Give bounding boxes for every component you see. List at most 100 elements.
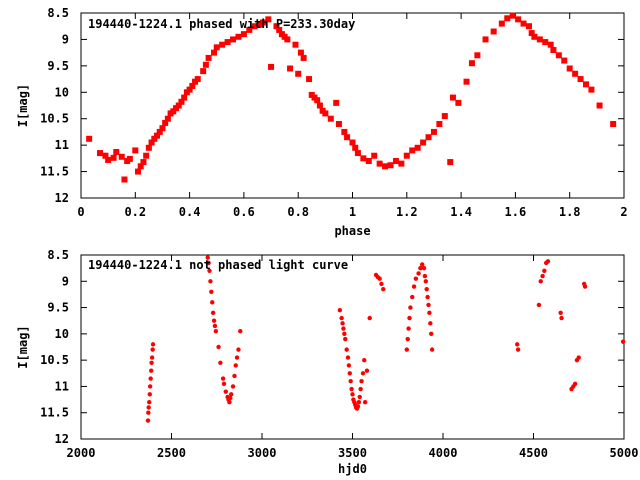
phased-data-point — [561, 57, 568, 64]
unphased-data-point — [212, 323, 218, 329]
phased-data-point — [135, 168, 142, 175]
unphased-data-point — [209, 289, 214, 294]
unphased-data-point — [149, 355, 155, 360]
unphased-data-point — [536, 302, 542, 308]
unphased-data-point — [362, 357, 367, 363]
phased-data-point — [148, 139, 155, 146]
phased-data-point — [474, 52, 481, 59]
unphased-data-point — [620, 339, 626, 344]
phased-data-point — [132, 147, 139, 154]
phased-data-point — [162, 119, 169, 126]
phased-data-point — [354, 150, 361, 157]
unphased-xtick-label: 5000 — [610, 446, 639, 460]
phased-data-point — [387, 162, 394, 169]
unphased-data-point — [545, 259, 551, 264]
phased-data-point — [425, 134, 432, 141]
phased-data-point — [365, 158, 372, 164]
unphased-data-point — [347, 371, 352, 376]
phased-data-point — [414, 144, 421, 151]
phased-data-point — [596, 102, 603, 109]
unphased-data-point — [515, 342, 520, 347]
unphased-data-point — [233, 363, 238, 368]
phased-data-point — [287, 65, 294, 72]
unphased-data-point — [348, 378, 353, 384]
unphased-xtick-label: 2000 — [67, 446, 96, 460]
unphased-data-point — [145, 418, 151, 423]
unphased-data-point — [148, 376, 153, 381]
phased-data-point — [441, 113, 448, 120]
phased-data-point — [392, 158, 399, 164]
unphased-data-point — [413, 276, 419, 281]
phased-ytick-label: 10 — [55, 85, 69, 99]
unphased-chart-title: 194440-1224.1 not phased light curve — [88, 258, 348, 272]
unphased-data-point — [236, 347, 241, 352]
phased-xtick-label: 1.4 — [450, 205, 472, 219]
unphased-ytick-label: 11 — [55, 379, 69, 393]
phased-data-point — [189, 82, 196, 89]
unphased-data-point — [206, 260, 211, 266]
unphased-data-point — [404, 347, 409, 352]
unphased-data-point — [572, 381, 578, 386]
phased-data-point — [175, 102, 182, 109]
phased-data-point — [159, 125, 166, 132]
unphased-data-point — [343, 336, 348, 342]
phased-data-point — [224, 39, 231, 46]
phased-data-point — [170, 108, 177, 115]
phased-data-point — [409, 147, 416, 154]
phased-data-point — [376, 160, 383, 167]
unphased-data-point — [349, 386, 354, 392]
phased-data-point — [360, 155, 367, 162]
phased-data-point — [371, 152, 378, 159]
unphased-data-point — [558, 310, 563, 316]
unphased-data-point — [576, 355, 581, 360]
unphased-data-point — [425, 294, 430, 300]
unphased-data-point — [344, 347, 349, 352]
phased-data-point — [463, 78, 470, 85]
unphased-data-point — [218, 360, 223, 365]
phased-data-point — [314, 97, 321, 104]
phased-data-point — [178, 98, 185, 105]
unphased-data-point — [429, 347, 435, 352]
unphased-data-point — [418, 265, 423, 271]
phased-ytick-label: 9.5 — [47, 59, 69, 73]
phased-data-point — [113, 149, 120, 156]
phased-data-point — [520, 20, 527, 27]
phased-data-point — [105, 156, 112, 163]
unphased-data-point — [538, 279, 543, 284]
phased-data-point — [246, 26, 253, 33]
unphased-data-point — [146, 410, 151, 415]
phased-data-point — [490, 28, 497, 35]
phased-y-axis-label: I[mag] — [16, 84, 30, 127]
unphased-data-point — [377, 276, 382, 281]
phased-data-point — [327, 115, 334, 122]
phased-data-point — [156, 128, 163, 135]
unphased-data-point — [367, 315, 372, 321]
unphased-ytick-label: 8.5 — [47, 248, 69, 262]
phased-data-point — [420, 139, 427, 146]
unphased-x-axis-label: hjd0 — [338, 462, 367, 476]
unphased-data-point — [362, 400, 368, 405]
unphased-data-point — [223, 389, 228, 394]
unphased-data-point — [234, 355, 240, 360]
unphased-data-point — [408, 305, 413, 310]
phased-data-point — [268, 63, 275, 70]
unphased-data-point — [345, 355, 351, 360]
phased-data-point — [588, 86, 595, 93]
unphased-data-point — [230, 384, 236, 389]
unphased-xtick-label: 3500 — [338, 446, 367, 460]
phased-data-point — [86, 135, 93, 142]
phased-data-point — [151, 135, 158, 142]
phased-data-point — [121, 176, 128, 183]
phased-data-point — [194, 76, 201, 83]
phased-data-point — [344, 134, 351, 141]
unphased-data-point — [364, 368, 370, 373]
unphased-data-point — [340, 321, 345, 326]
unphased-data-point — [355, 404, 361, 409]
unphased-y-axis-label: I[mag] — [16, 325, 30, 368]
phased-ytick-label: 11.5 — [40, 165, 69, 179]
phased-data-point — [349, 139, 356, 146]
phased-data-point — [202, 61, 209, 68]
phased-data-point — [515, 16, 522, 23]
phased-data-point — [273, 23, 280, 30]
unphased-data-point — [238, 329, 243, 334]
